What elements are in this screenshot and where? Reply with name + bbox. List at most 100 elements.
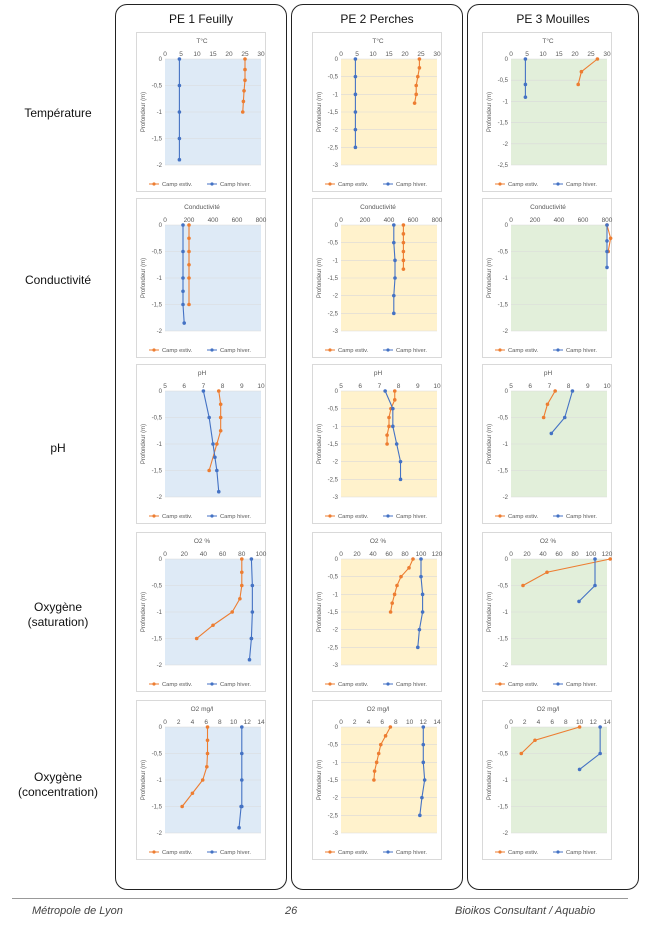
data-point <box>218 402 223 407</box>
x-tick-label: 40 <box>369 551 377 558</box>
profile-chart-svg: 0 -0,5 -1 -1,5 -2 0 20 40 60 80 100 O2 % Profondeur … <box>141 538 267 688</box>
legend-label-winter: Camp hiver. <box>566 348 597 354</box>
data-point <box>187 276 191 280</box>
data-point <box>194 636 199 641</box>
y-tick-label: -1,5 <box>328 110 339 116</box>
data-point <box>181 223 185 227</box>
data-point <box>553 389 557 393</box>
data-point <box>419 574 423 579</box>
y-axis-label: Profondeur (m) <box>317 92 323 132</box>
data-point <box>247 657 252 662</box>
chart-title: pH <box>544 370 553 377</box>
y-tick-label: 0 <box>505 557 509 563</box>
data-point <box>200 778 205 782</box>
data-point <box>392 293 396 298</box>
x-tick-label: 10 <box>230 719 238 726</box>
data-point <box>401 223 406 227</box>
column-box-pe2 <box>291 4 463 890</box>
legend-marker-winter <box>556 348 560 352</box>
data-point <box>249 557 254 561</box>
data-point <box>605 249 609 254</box>
plot-area <box>511 59 607 165</box>
legend-label-winter: Camp hiver. <box>220 682 251 688</box>
data-point <box>383 734 388 738</box>
x-tick-label: 400 <box>384 217 395 224</box>
data-point <box>416 645 420 650</box>
x-tick-label: 9 <box>240 383 244 390</box>
data-point <box>181 289 185 294</box>
x-tick-label: 5 <box>339 383 343 390</box>
y-tick-label: -1 <box>333 92 339 98</box>
x-tick-label: 10 <box>406 719 414 726</box>
data-point <box>593 557 597 561</box>
data-point <box>401 249 406 254</box>
data-point <box>182 321 186 325</box>
data-point <box>608 557 612 561</box>
y-tick-label: 0 <box>159 389 163 395</box>
data-point <box>216 489 221 494</box>
row-label-oxygen-saturation: Oxygène (saturation) <box>27 600 89 629</box>
data-point <box>392 223 396 227</box>
x-tick-label: 20 <box>181 551 189 558</box>
data-point <box>562 415 567 420</box>
data-point <box>523 82 528 87</box>
data-point <box>240 778 244 782</box>
legend-marker-winter <box>386 682 390 686</box>
data-point <box>181 249 185 254</box>
data-point <box>577 725 582 729</box>
profile-chart-svg: 0 -0,5 -1 -1,5 -2 -2,5 0 5 10 15 20 25 30 T°C Profonde… <box>487 37 611 188</box>
x-tick-label: 0 <box>339 719 343 726</box>
y-tick-label: -1 <box>503 442 509 448</box>
y-tick-label: -1 <box>157 442 163 448</box>
data-point <box>393 258 397 263</box>
y-tick-label: -3 <box>333 495 339 501</box>
data-point <box>595 57 600 61</box>
legend-label-summer: Camp estiv. <box>508 850 539 856</box>
y-tick-label: -2 <box>503 495 509 501</box>
data-point <box>374 760 379 765</box>
y-tick-label: -0,5 <box>328 743 339 749</box>
y-tick-label: -1 <box>333 592 339 598</box>
column-title-pe3: PE 3 Mouilles <box>516 12 590 26</box>
y-tick-label: -2,5 <box>498 163 509 169</box>
data-point <box>207 468 211 473</box>
legend-label-summer: Camp estiv. <box>338 182 369 188</box>
data-point <box>391 406 395 411</box>
legend-label-summer: Camp estiv. <box>508 348 539 354</box>
y-tick-label: -2 <box>503 663 509 669</box>
x-tick-label: 15 <box>555 51 563 58</box>
y-tick-label: -1 <box>333 258 339 264</box>
profile-chart: 0 -0,5 -1 -1,5 -2 -2,5 0 5 10 15 20 25 30 T°C Profonde… <box>482 32 612 192</box>
x-tick-label: 30 <box>433 51 441 58</box>
x-tick-label: 6 <box>528 383 532 390</box>
legend-label-winter: Camp hiver. <box>396 850 427 856</box>
y-tick-label: -2 <box>157 663 163 669</box>
y-tick-label: -1 <box>503 778 509 784</box>
x-tick-label: 600 <box>578 217 589 224</box>
legend-marker-summer <box>498 682 502 686</box>
data-point <box>387 424 391 429</box>
x-tick-label: 800 <box>432 217 443 224</box>
chart-title: Conductivité <box>530 204 566 211</box>
data-point <box>593 583 597 588</box>
legend-marker-summer <box>328 514 332 518</box>
data-point <box>201 389 206 393</box>
x-tick-label: 7 <box>202 383 206 390</box>
profile-chart: 0 -0,5 -1 -1,5 -2 -2,5 -3 0 20 40 60 80 100 120 O2 % Pr… <box>312 532 443 692</box>
y-axis-label: Profondeur (m) <box>487 592 493 632</box>
x-tick-label: 15 <box>209 51 217 58</box>
y-tick-label: -3 <box>333 663 339 669</box>
legend-marker-winter <box>210 850 214 854</box>
legend-label-winter: Camp hiver. <box>396 682 427 688</box>
x-tick-label: 20 <box>571 51 579 58</box>
data-point <box>187 262 191 267</box>
y-tick-label: -2 <box>333 460 339 466</box>
profile-chart-svg: 0 -0,5 -1 -1,5 -2 0 2 4 6 8 10 12 14 O2 mg/l Profondeu… <box>487 706 611 856</box>
x-tick-label: 8 <box>394 719 398 726</box>
y-tick-label: -0,5 <box>328 575 339 581</box>
y-tick-label: -1 <box>333 760 339 766</box>
y-tick-label: -1,5 <box>152 637 163 643</box>
x-tick-label: 20 <box>225 51 233 58</box>
chart-title: O2 mg/l <box>191 706 214 713</box>
data-point <box>417 66 422 70</box>
